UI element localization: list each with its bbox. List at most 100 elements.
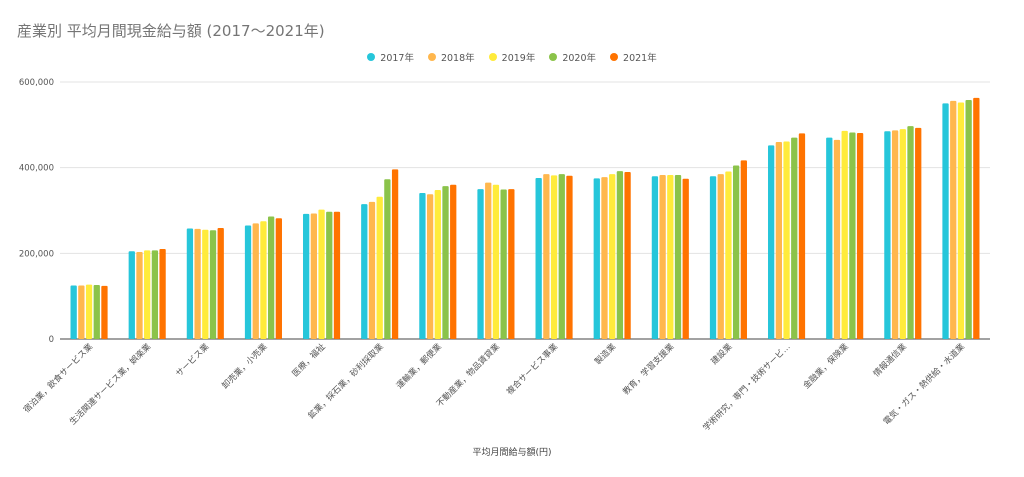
bar bbox=[260, 221, 267, 339]
bar bbox=[419, 192, 426, 339]
bar bbox=[485, 182, 492, 339]
x-tick-label: サービス業 bbox=[174, 341, 212, 379]
bar bbox=[884, 131, 891, 339]
bar bbox=[318, 209, 325, 339]
bar bbox=[70, 285, 77, 339]
bar bbox=[601, 177, 608, 339]
bar bbox=[151, 250, 159, 339]
bar bbox=[740, 160, 747, 339]
bar bbox=[775, 141, 783, 339]
bar bbox=[717, 174, 724, 339]
bar bbox=[791, 137, 798, 339]
bar bbox=[783, 141, 790, 339]
bar bbox=[310, 213, 318, 339]
bar bbox=[78, 285, 85, 339]
y-tick-label: 600,000 bbox=[19, 78, 54, 88]
bar bbox=[667, 174, 674, 339]
bar bbox=[384, 179, 391, 339]
bar bbox=[376, 196, 383, 339]
bar bbox=[609, 174, 616, 339]
legend-item: 2018年 bbox=[427, 50, 475, 64]
bar bbox=[543, 174, 550, 339]
legend-swatch bbox=[427, 53, 436, 61]
bar bbox=[616, 171, 624, 339]
legend-label: 2017年 bbox=[380, 53, 414, 64]
x-tick-label: 複合サービス事業 bbox=[504, 341, 560, 397]
y-tick-label: 200,000 bbox=[19, 249, 54, 259]
legend-swatch bbox=[488, 53, 497, 61]
bar bbox=[833, 139, 841, 339]
bar bbox=[899, 129, 906, 339]
legend-item: 2021年 bbox=[610, 50, 657, 64]
bar bbox=[841, 130, 848, 339]
bar bbox=[252, 223, 259, 339]
bar bbox=[194, 228, 201, 339]
bar bbox=[798, 133, 806, 339]
bar bbox=[202, 229, 209, 339]
bar bbox=[856, 132, 864, 339]
bar bbox=[128, 251, 135, 339]
bar bbox=[558, 174, 565, 339]
legend: 2017年 2018年 2019年 2020年 2021年 bbox=[0, 50, 1024, 64]
legend-item: 2017年 bbox=[367, 50, 414, 64]
x-axis-label: 平均月間給与額(円) bbox=[472, 448, 552, 458]
bar bbox=[136, 252, 143, 339]
bar bbox=[624, 171, 631, 339]
bar bbox=[593, 178, 600, 339]
bar bbox=[217, 228, 224, 339]
bar bbox=[732, 165, 740, 339]
x-tick-label: 卸売業，小売業 bbox=[220, 341, 270, 391]
bar bbox=[950, 100, 957, 339]
legend-swatch bbox=[610, 53, 619, 61]
x-tick-label: 教育，学習支援業 bbox=[621, 341, 677, 397]
bar bbox=[477, 189, 484, 339]
bar bbox=[186, 228, 194, 339]
bar bbox=[965, 99, 972, 340]
bar bbox=[391, 169, 399, 339]
legend-label: 2018年 bbox=[440, 53, 475, 64]
bar bbox=[535, 177, 542, 339]
x-tick-label: 金融業，保険業 bbox=[801, 341, 851, 391]
bar bbox=[973, 97, 980, 340]
bar bbox=[942, 103, 949, 340]
bar bbox=[768, 145, 775, 339]
legend-label: 2020年 bbox=[562, 53, 597, 64]
bar bbox=[93, 285, 100, 339]
bar bbox=[426, 194, 434, 339]
bar bbox=[907, 126, 914, 339]
legend-item: 2020年 bbox=[549, 50, 596, 64]
bar bbox=[450, 184, 457, 339]
bar bbox=[891, 130, 899, 339]
legend-item: 2019年 bbox=[488, 50, 536, 64]
bar bbox=[659, 174, 666, 339]
bar bbox=[492, 184, 500, 339]
bar bbox=[368, 201, 376, 339]
bar bbox=[303, 213, 310, 339]
bar bbox=[709, 176, 717, 339]
legend-label: 2019年 bbox=[501, 53, 536, 64]
bar bbox=[915, 127, 922, 339]
bar bbox=[442, 186, 449, 339]
bar bbox=[725, 171, 732, 339]
bar bbox=[674, 174, 682, 339]
legend-label: 2021年 bbox=[623, 53, 657, 64]
bar bbox=[159, 249, 166, 339]
bar bbox=[101, 285, 108, 339]
y-tick-label: 0 bbox=[49, 335, 54, 345]
bar bbox=[500, 189, 507, 339]
y-tick-label: 400,000 bbox=[19, 164, 54, 174]
bar bbox=[144, 250, 151, 339]
bar bbox=[275, 218, 282, 339]
bar bbox=[566, 175, 573, 339]
bar bbox=[508, 189, 515, 339]
bar bbox=[333, 211, 341, 339]
bar bbox=[434, 189, 441, 339]
bar bbox=[651, 176, 659, 339]
bar bbox=[326, 211, 333, 339]
legend-swatch bbox=[549, 53, 558, 61]
bar bbox=[957, 102, 965, 339]
x-tick-label: 情報通信業 bbox=[871, 341, 909, 379]
x-tick-label: 建設業 bbox=[709, 341, 735, 367]
